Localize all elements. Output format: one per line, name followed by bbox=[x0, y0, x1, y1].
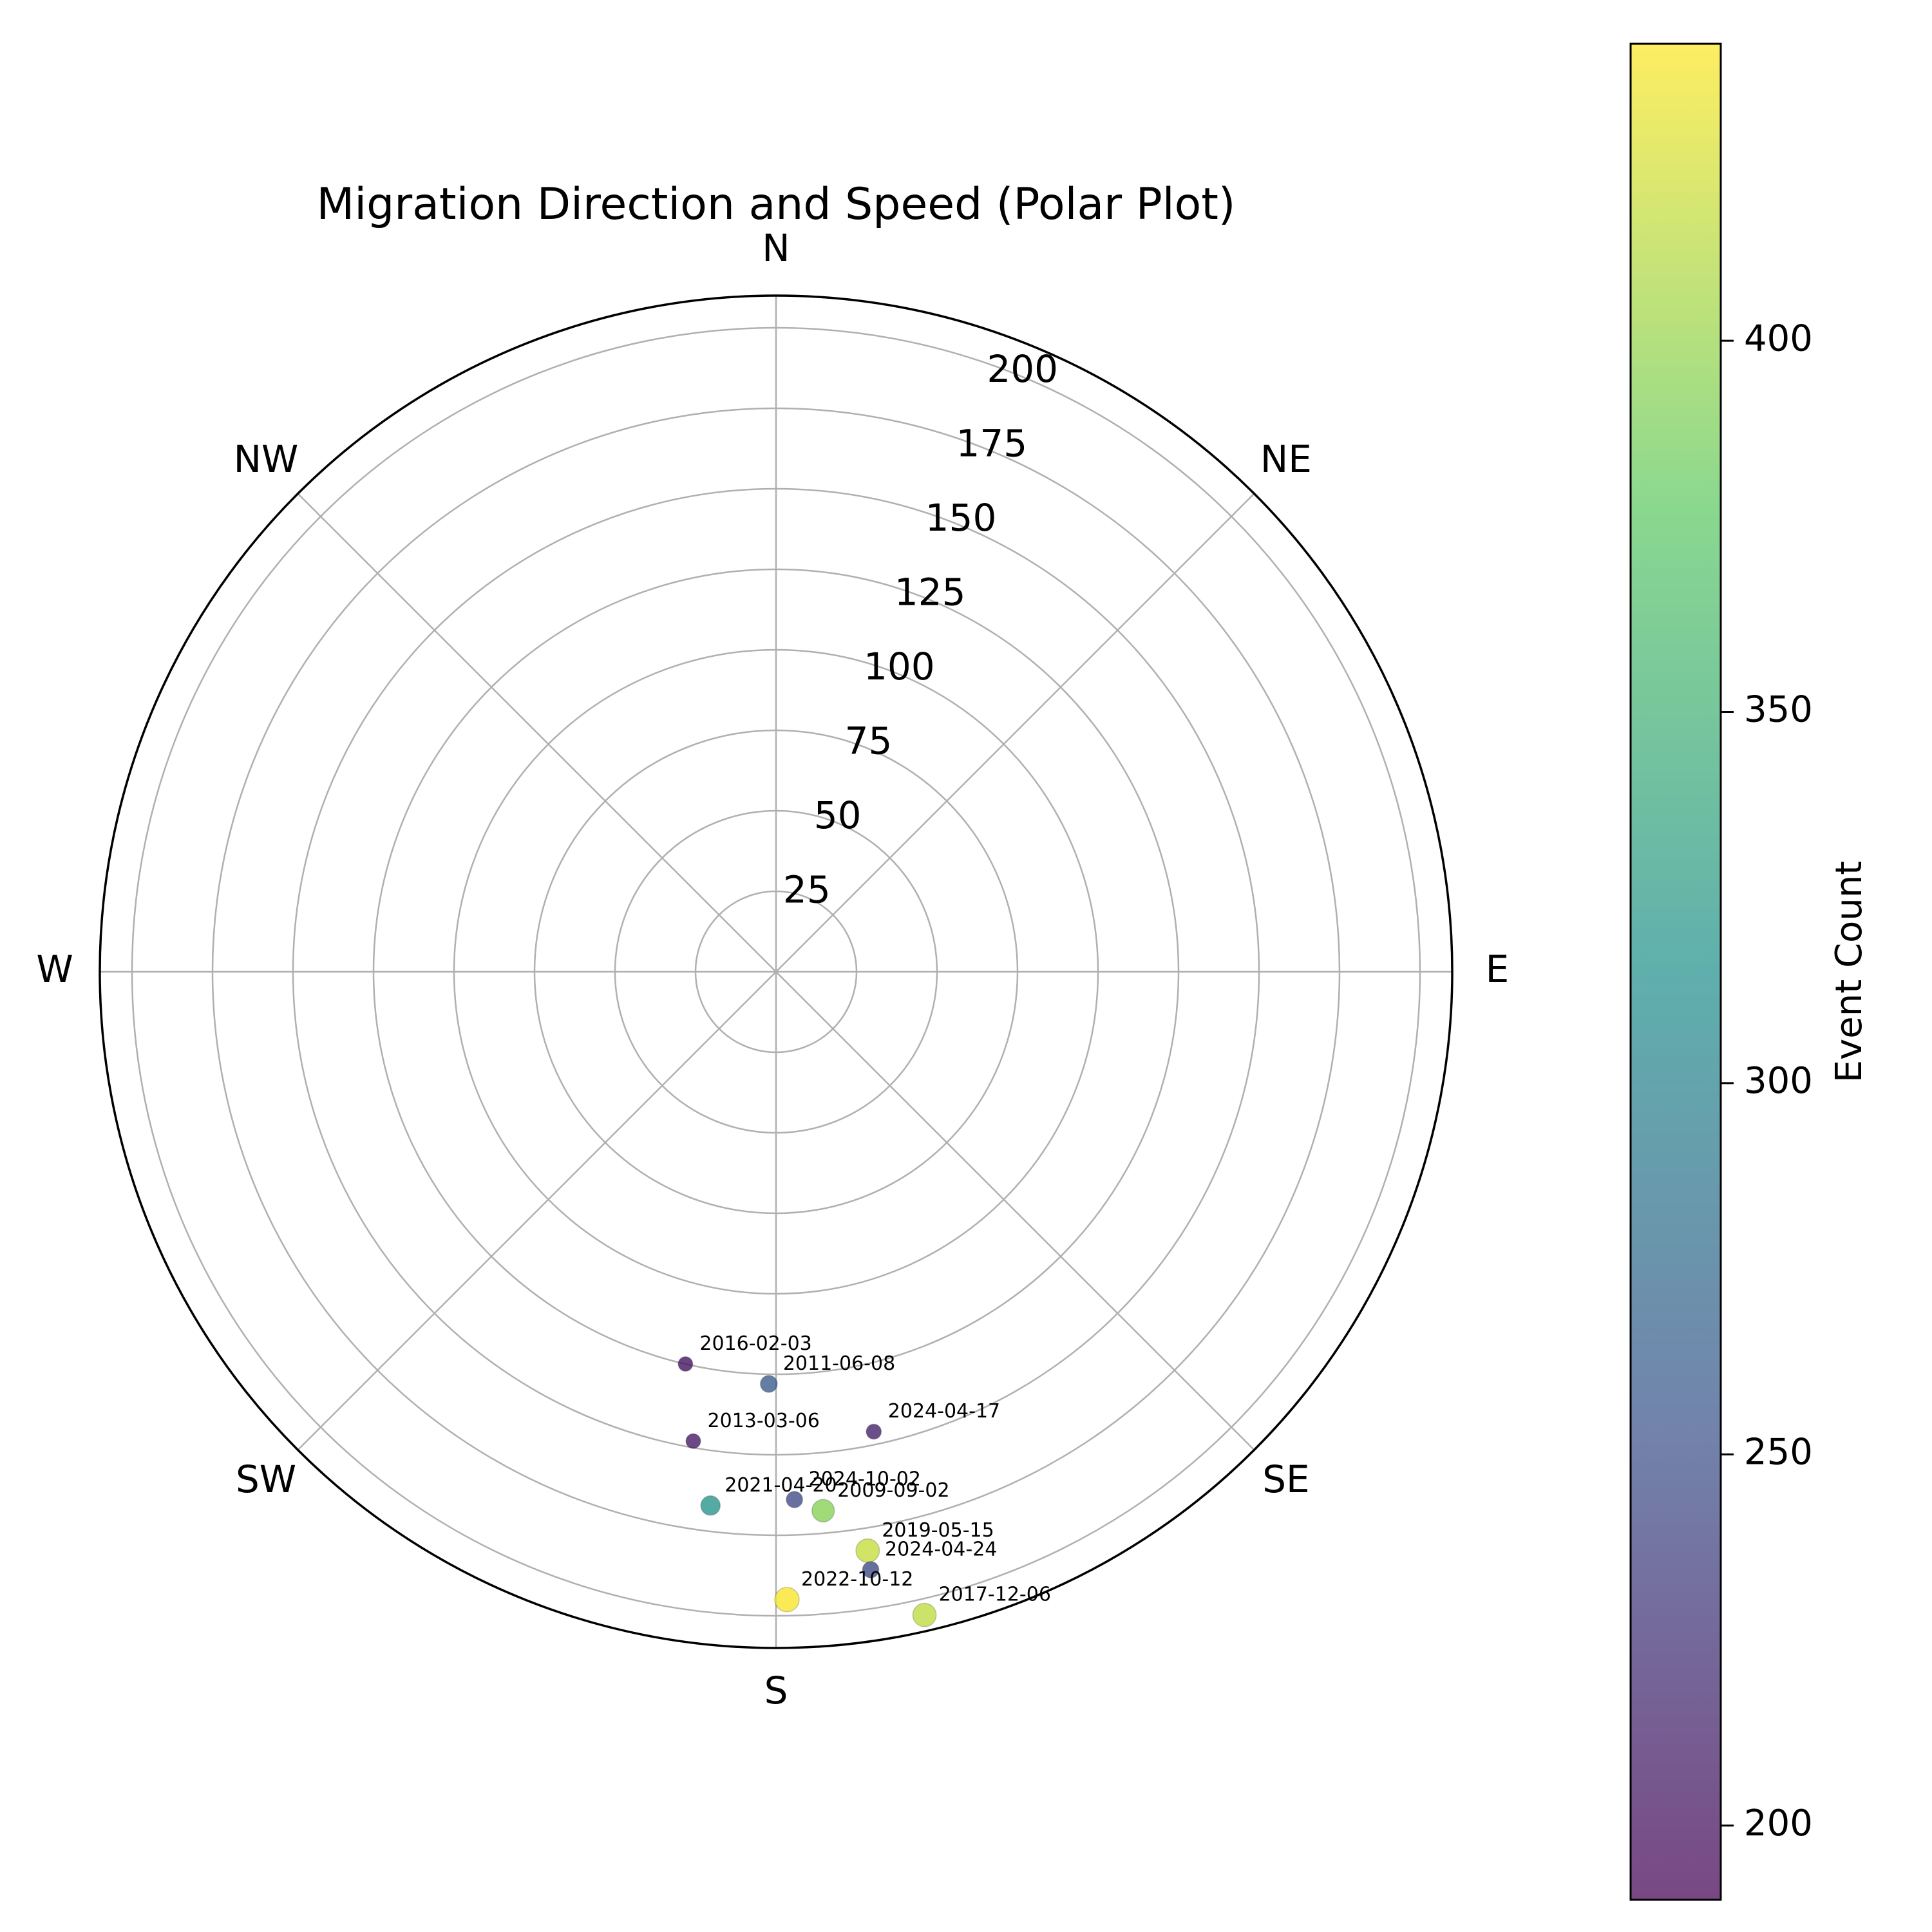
direction-label-nw: NW bbox=[234, 437, 299, 481]
polar-grid bbox=[99, 294, 1454, 1649]
point-label: 2011-06-08 bbox=[783, 1352, 895, 1375]
data-point bbox=[855, 1538, 880, 1563]
point-label: 2021-04-20 bbox=[724, 1474, 837, 1497]
polar-frame bbox=[99, 294, 1454, 1649]
direction-label-n: N bbox=[762, 226, 790, 270]
radial-tick-labels: 25 50 75 100 125 150 175 200 bbox=[783, 347, 1058, 911]
angular-gridline bbox=[297, 971, 777, 1451]
radial-tick-label: 25 bbox=[783, 868, 831, 912]
direction-labels: N NE E SE S SW W NW bbox=[36, 226, 1509, 1712]
direction-label-sw: SW bbox=[236, 1457, 296, 1501]
colorbar: 200 250 300 350 400 Event Count bbox=[1629, 43, 1870, 1901]
data-point bbox=[786, 1490, 804, 1509]
data-point bbox=[862, 1560, 880, 1578]
angular-gridline bbox=[775, 971, 1255, 1451]
colorbar-tick-label: 300 bbox=[1744, 1060, 1813, 1102]
data-point bbox=[759, 1374, 778, 1393]
data-point bbox=[866, 1423, 882, 1440]
direction-label-e: E bbox=[1486, 947, 1510, 991]
data-point bbox=[912, 1602, 937, 1627]
direction-label-se: SE bbox=[1262, 1457, 1309, 1501]
point-label: 2019-05-15 bbox=[882, 1519, 994, 1542]
colorbar-tick-label: 250 bbox=[1744, 1431, 1813, 1473]
point-label: 2017-12-06 bbox=[939, 1584, 1051, 1606]
data-points bbox=[677, 1356, 937, 1627]
radial-tick-label: 200 bbox=[987, 347, 1058, 391]
radial-tick-label: 150 bbox=[925, 496, 997, 540]
direction-label-w: W bbox=[36, 947, 73, 991]
radial-tick-label: 125 bbox=[895, 571, 966, 614]
data-point bbox=[700, 1495, 721, 1516]
colorbar-tick-label: 350 bbox=[1744, 689, 1813, 731]
radial-tick-label: 75 bbox=[845, 719, 893, 763]
point-label: 2024-04-24 bbox=[885, 1538, 997, 1560]
radial-tick-label: 175 bbox=[956, 422, 1027, 466]
data-point bbox=[685, 1433, 701, 1449]
colorbar-label: Event Count bbox=[1828, 861, 1870, 1083]
angular-gridline bbox=[297, 493, 777, 972]
point-label: 2024-04-17 bbox=[888, 1400, 1000, 1423]
data-point bbox=[677, 1356, 694, 1372]
colorbar-tick-label: 200 bbox=[1744, 1803, 1813, 1844]
chart-title: Migration Direction and Speed (Polar Plo… bbox=[317, 179, 1236, 230]
radial-tick-label: 50 bbox=[814, 793, 862, 837]
direction-label-s: S bbox=[764, 1669, 788, 1712]
colorbar-tick-label: 400 bbox=[1744, 317, 1813, 359]
point-label: 2016-02-03 bbox=[699, 1332, 811, 1355]
data-point bbox=[774, 1587, 800, 1613]
point-label: 2022-10-12 bbox=[801, 1568, 913, 1591]
radial-tick-label: 100 bbox=[864, 645, 935, 688]
data-point bbox=[811, 1499, 835, 1523]
colorbar-gradient bbox=[1629, 43, 1722, 1901]
point-label: 2009-09-02 bbox=[837, 1479, 949, 1502]
point-label: 2013-03-06 bbox=[708, 1410, 820, 1432]
direction-label-ne: NE bbox=[1260, 437, 1312, 481]
point-label: 2024-10-02 bbox=[809, 1468, 921, 1491]
colorbar-ticks: 200 250 300 350 400 bbox=[1721, 317, 1813, 1844]
angular-gridline bbox=[775, 493, 1255, 972]
